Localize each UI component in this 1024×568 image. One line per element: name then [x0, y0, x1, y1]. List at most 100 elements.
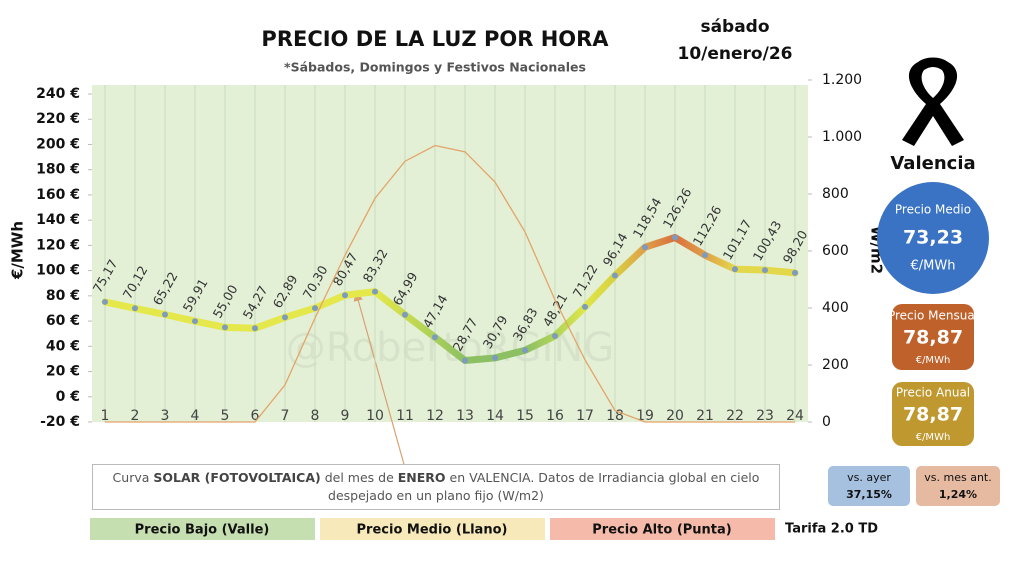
price-marker — [192, 318, 198, 325]
y-tick-label: -20 € — [40, 414, 80, 430]
price-marker — [582, 303, 588, 310]
average-unit: €/MWh — [911, 259, 956, 274]
price-marker — [432, 334, 438, 341]
y-tick-label: 40 € — [46, 338, 80, 354]
annotation-text: Curva — [112, 470, 154, 485]
price-marker — [162, 311, 168, 318]
weekday: sábado — [700, 17, 769, 37]
price-marker — [282, 314, 288, 321]
x-tick-label: 3 — [161, 408, 170, 424]
y2-tick-label: 1.000 — [822, 129, 862, 145]
x-tick-label: 9 — [341, 408, 350, 424]
level-swatch — [90, 518, 315, 540]
y-tick-label: 180 € — [36, 162, 80, 178]
annotation-text: en VALENCIA. Datos de Irradiancia global… — [328, 470, 760, 503]
subtitle: *Sábados, Domingos y Festivos Nacionales — [284, 60, 586, 75]
price-marker — [672, 234, 678, 241]
x-tick-label: 8 — [311, 408, 320, 424]
chart-title: PRECIO DE LA LUZ POR HORA — [261, 27, 609, 51]
vs-yesterday-box — [828, 466, 910, 506]
monthly-value: 78,87 — [903, 327, 963, 349]
level-swatch — [550, 518, 775, 540]
vs-month-value: 1,24% — [939, 488, 977, 501]
vs-yesterday-value: 37,15% — [846, 488, 892, 501]
average-circle — [877, 182, 989, 294]
price-marker — [252, 325, 258, 332]
y-tick-label: 0 € — [56, 389, 80, 405]
x-tick-label: 11 — [396, 408, 414, 424]
y2-tick-label: 400 — [822, 300, 849, 316]
y-tick-label: 140 € — [36, 212, 80, 228]
x-tick-label: 1 — [101, 408, 110, 424]
level-swatch — [320, 518, 545, 540]
price-marker — [792, 269, 798, 276]
y2-tick-label: 600 — [822, 243, 849, 259]
price-marker — [732, 266, 738, 273]
annotation-text: del mes de — [320, 470, 398, 485]
x-tick-label: 13 — [456, 408, 474, 424]
price-marker — [492, 354, 498, 361]
price-marker — [132, 305, 138, 312]
price-marker — [222, 324, 228, 331]
plot-area — [92, 85, 808, 422]
y-tick-label: 80 € — [46, 288, 80, 304]
y-axis-label: €/MWh — [9, 221, 27, 280]
x-tick-label: 10 — [366, 408, 384, 424]
solar-line — [105, 144, 795, 423]
annotation: Curva SOLAR (FOTOVOLTAICA) del mes de EN… — [92, 464, 780, 510]
y-tick-label: 160 € — [36, 187, 80, 203]
annotation-bold: ENERO — [397, 470, 446, 485]
x-tick-label: 17 — [576, 408, 594, 424]
x-tick-label: 23 — [756, 408, 774, 424]
city: Valencia — [890, 153, 975, 174]
monthly-unit: €/MWh — [916, 355, 951, 366]
level-label: Precio Bajo (Valle) — [135, 523, 270, 538]
x-tick-label: 20 — [666, 408, 684, 424]
y-tick-label: 200 € — [36, 136, 80, 152]
yearly-box — [892, 382, 974, 446]
level-label: Precio Medio (Llano) — [357, 523, 508, 538]
y2-tick-label: 1.200 — [822, 72, 862, 88]
y-tick-label: 220 € — [36, 111, 80, 127]
y-tick-label: 120 € — [36, 237, 80, 253]
y-tick-label: 60 € — [46, 313, 80, 329]
y-tick-label: 240 € — [36, 86, 80, 102]
vs-yesterday-label: vs. ayer — [847, 471, 891, 484]
x-tick-label: 22 — [726, 408, 744, 424]
price-marker — [702, 252, 708, 259]
y2-tick-label: 0 — [822, 414, 831, 430]
price-marker — [102, 298, 108, 305]
annotation-bold: SOLAR (FOTOVOLTAICA) — [153, 470, 321, 485]
x-tick-label: 15 — [516, 408, 534, 424]
tariff: Tarifa 2.0 TD — [785, 522, 878, 537]
price-marker — [342, 292, 348, 299]
x-tick-label: 6 — [251, 408, 260, 424]
price-line — [101, 233, 799, 364]
yearly-value: 78,87 — [903, 404, 963, 426]
vs-month-label: vs. mes ant. — [924, 471, 991, 484]
annotation-arrow — [353, 291, 406, 469]
price-marker — [612, 272, 618, 279]
average-value: 73,23 — [903, 227, 963, 249]
monthly-label: Precio Mensual — [888, 309, 978, 323]
price-marker — [522, 347, 528, 354]
mourning-ribbon — [902, 57, 964, 146]
price-marker — [312, 305, 318, 312]
x-tick-label: 24 — [786, 408, 804, 424]
x-tick-label: 16 — [546, 408, 564, 424]
monthly-box — [892, 304, 974, 370]
y-tick-label: 20 € — [46, 364, 80, 380]
y2-tick-label: 200 — [822, 357, 849, 373]
x-tick-label: 5 — [221, 408, 230, 424]
price-marker — [462, 357, 468, 364]
yearly-unit: €/MWh — [916, 432, 951, 443]
y2-tick-label: 800 — [822, 186, 849, 202]
level-label: Precio Alto (Punta) — [592, 523, 731, 538]
average-label: Precio Medio — [895, 203, 971, 217]
x-tick-label: 12 — [426, 408, 444, 424]
vs-month-box — [916, 466, 1000, 506]
price-marker — [402, 311, 408, 318]
price-marker — [372, 288, 378, 295]
